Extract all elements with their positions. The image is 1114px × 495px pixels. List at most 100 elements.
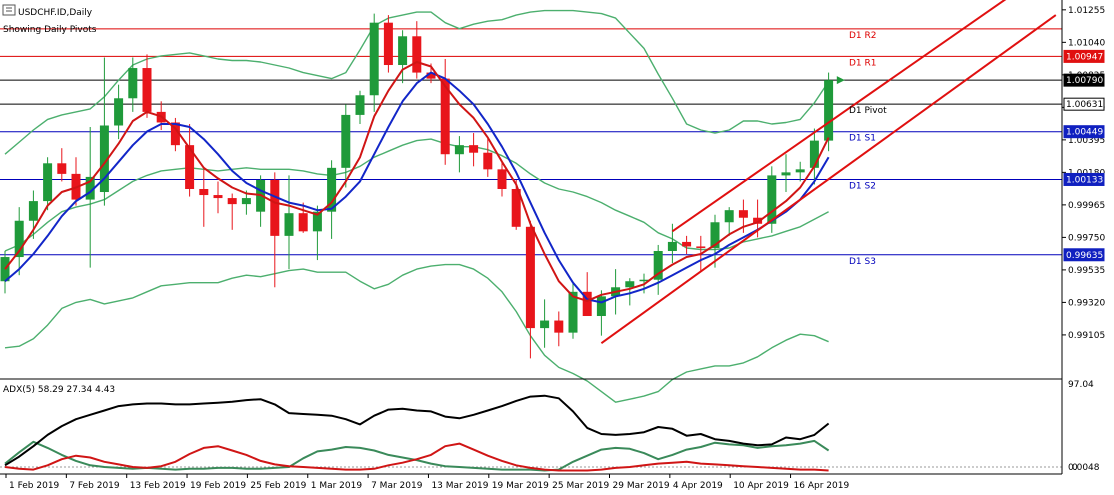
candle[interactable] [355, 90, 365, 124]
candle-body [809, 140, 819, 168]
candle[interactable] [185, 123, 195, 197]
candle-body [199, 189, 209, 196]
candle[interactable] [99, 57, 109, 206]
candle-body [341, 114, 351, 168]
candle[interactable] [383, 15, 393, 73]
candle[interactable] [682, 235, 692, 255]
candle[interactable] [625, 278, 635, 306]
candle[interactable] [213, 181, 223, 214]
candle[interactable] [483, 139, 493, 177]
candle-body [327, 167, 337, 212]
price-tag-text: 1.00631 [1066, 100, 1103, 110]
price-tag-text: 1.00790 [1066, 76, 1103, 86]
candle-body [682, 241, 692, 247]
moving-averages-layer [4, 61, 830, 304]
candle[interactable] [327, 160, 337, 239]
candle[interactable] [14, 207, 24, 276]
candle[interactable] [454, 136, 464, 173]
adx-panel: ADX(5) 58.29 27.34 4.43 [0, 378, 1062, 475]
last-price-arrow-icon [836, 76, 845, 85]
candle-body [14, 220, 24, 258]
candle[interactable] [525, 220, 535, 359]
candles-layer[interactable] [0, 13, 834, 359]
candle[interactable] [241, 190, 251, 215]
adx-label: ADX(5) 58.29 27.34 4.43 [3, 385, 115, 395]
candle-body [114, 98, 124, 126]
candle[interactable] [85, 127, 95, 268]
adx-tick-label: 0 [1072, 463, 1078, 473]
price-tag-box [1063, 125, 1105, 139]
trendline-lower[interactable] [600, 14, 1057, 345]
candle[interactable] [511, 179, 521, 230]
price-tick-label: 1.01255 [1068, 6, 1105, 16]
pivot-label: D1 S2 [849, 181, 876, 191]
adx-tick-label: 0.0048 [1068, 463, 1100, 473]
price-tag-text: 1.00133 [1066, 175, 1103, 185]
candle-body [99, 125, 109, 193]
candle-body [426, 72, 436, 79]
candle[interactable] [284, 175, 294, 270]
candle-body [795, 169, 805, 173]
price-tick-label: 1.00395 [1068, 136, 1105, 146]
candle[interactable] [568, 282, 578, 339]
price-tag: 1.00449 [1063, 125, 1105, 139]
candle-body [824, 80, 834, 141]
candle[interactable] [781, 154, 791, 193]
candle[interactable] [497, 161, 507, 197]
candle[interactable] [596, 290, 606, 336]
candle[interactable] [142, 54, 152, 118]
candle[interactable] [270, 172, 280, 288]
candle-body [57, 163, 67, 174]
candle-body [511, 189, 521, 227]
price-tag-box [1063, 49, 1105, 63]
candle[interactable] [199, 169, 209, 227]
pivot-label: D1 S3 [849, 257, 876, 267]
candle[interactable] [554, 311, 564, 347]
candle[interactable] [412, 21, 422, 79]
price-tick-label: 0.99105 [1068, 331, 1105, 341]
price-tag-text: 0.99635 [1066, 251, 1103, 261]
candle[interactable] [724, 207, 734, 236]
candle[interactable] [114, 84, 124, 140]
price-tag-box [1063, 248, 1105, 262]
candle[interactable] [653, 244, 663, 295]
date-tick-label: 25 Feb 2019 [250, 481, 306, 491]
date-tick-label: 13 Feb 2019 [130, 481, 186, 491]
candle[interactable] [469, 133, 479, 167]
candle-body [497, 169, 507, 189]
candle[interactable] [128, 57, 138, 112]
candle[interactable] [540, 299, 550, 348]
candle[interactable] [398, 30, 408, 84]
candle[interactable] [341, 104, 351, 188]
candle[interactable] [0, 250, 10, 294]
candle[interactable] [43, 157, 53, 211]
candle[interactable] [710, 214, 720, 268]
candle[interactable] [809, 128, 819, 185]
candle-body [454, 145, 464, 155]
candle-body [738, 210, 748, 218]
axes-layer: 1.012551.010401.008251.006101.003951.001… [5, 0, 1105, 491]
trendline-upper[interactable] [671, 0, 1013, 233]
candle[interactable] [440, 58, 450, 165]
candle[interactable] [795, 161, 805, 182]
candle[interactable] [57, 148, 67, 182]
pivot-labels-layer: D1 R2 D1 R1 D1 Pivot D1 S1 D1 S2 D1 S3 [849, 31, 887, 267]
candle[interactable] [227, 193, 237, 230]
price-tag-box [1063, 97, 1105, 111]
trend-channel-layer[interactable] [600, 0, 1057, 345]
date-tick-label: 13 Mar 2019 [431, 481, 488, 491]
fast-ma-line [4, 61, 830, 302]
middle-band-line [4, 138, 829, 252]
candle[interactable] [369, 13, 379, 112]
candle[interactable] [582, 272, 592, 317]
candle[interactable] [298, 202, 308, 233]
price-tag-box [1063, 73, 1105, 87]
candle-body [241, 198, 251, 205]
date-tick-label: 19 Mar 2019 [492, 481, 549, 491]
candle-body [284, 213, 294, 236]
date-tick-label: 25 Mar 2019 [552, 481, 609, 491]
candle-body [540, 320, 550, 329]
date-tick-label: 19 Feb 2019 [190, 481, 246, 491]
